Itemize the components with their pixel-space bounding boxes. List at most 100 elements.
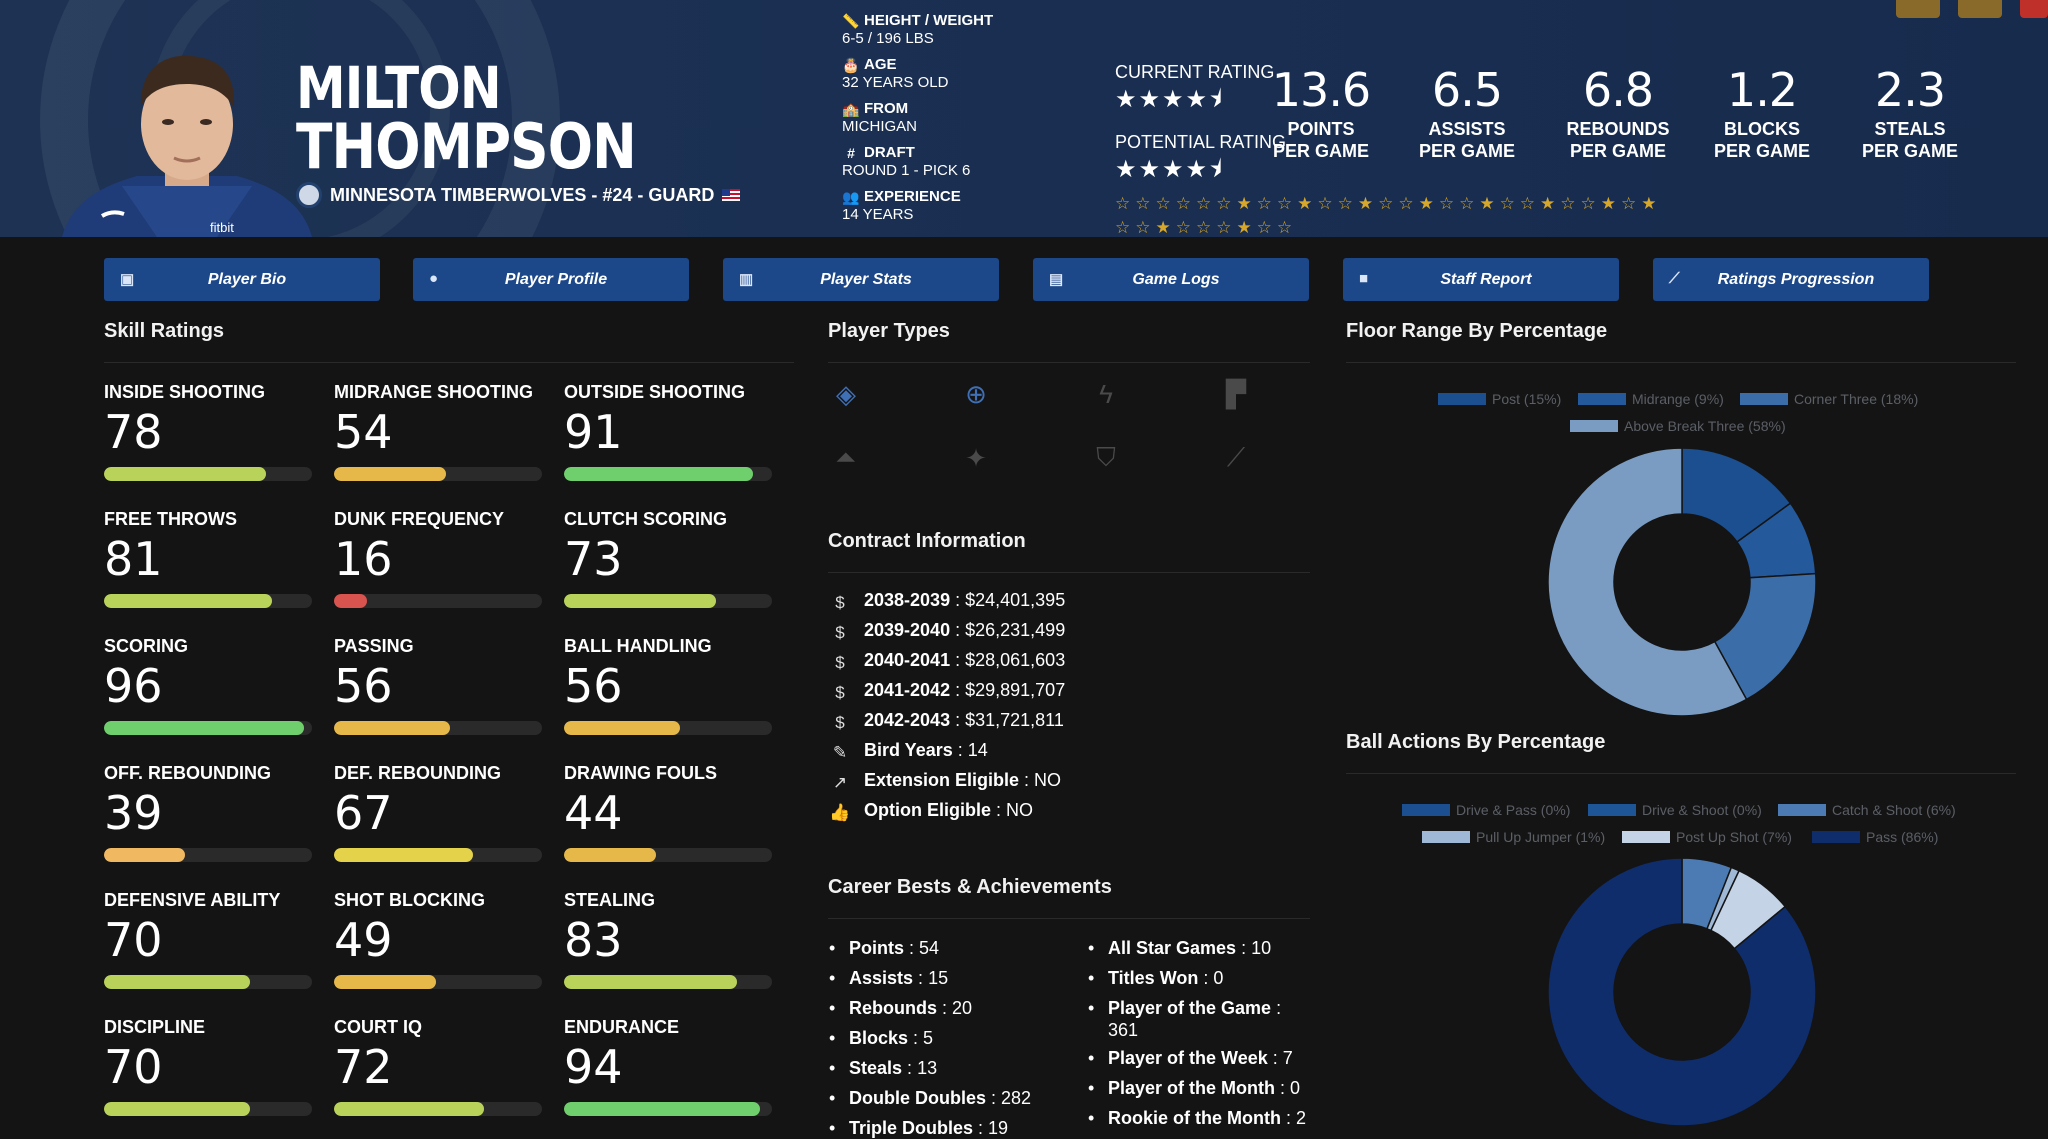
contract-row: 👍 Option Eligible : NO xyxy=(828,800,1033,822)
nav-player-bio-button[interactable]: ▣ Player Bio xyxy=(104,258,380,301)
contract-text: 2042-2043 : $31,721,811 xyxy=(864,710,1064,731)
skill-bar-track xyxy=(104,594,312,608)
nav-ratings-progression-button[interactable]: ⟋ Ratings Progression xyxy=(1653,258,1929,301)
legend-swatch xyxy=(1622,831,1670,843)
bio-label-row: 🏫 FROM xyxy=(842,100,917,118)
legend-label: Midrange (9%) xyxy=(1632,391,1724,407)
bio-item-draft: # DRAFT ROUND 1 - PICK 6 xyxy=(842,144,970,180)
stat-steals: 2.3 STEALS PER GAME xyxy=(1835,62,1985,162)
legend-item[interactable]: Midrange (9%) xyxy=(1578,391,1724,407)
achievement-value: 15 xyxy=(928,968,949,988)
line-chart-icon: ⟋ xyxy=(1669,270,1680,287)
contract-label: 2040-2041 xyxy=(864,650,951,670)
lightning-icon[interactable]: ϟ xyxy=(1099,378,1113,409)
contract-separator: : xyxy=(950,710,966,730)
achievement-separator: : xyxy=(904,938,920,958)
skill-bar-fill xyxy=(104,721,304,735)
external-link-icon: ↗ xyxy=(832,772,848,792)
magic-wand-icon[interactable]: ✦ xyxy=(965,442,987,473)
stat-value: 13.6 xyxy=(1271,63,1371,117)
bio-value: MICHIGAN xyxy=(842,118,917,135)
jersey-sponsor: fitbit xyxy=(210,220,234,235)
nav-player-stats-button[interactable]: ▥ Player Stats xyxy=(723,258,999,301)
paint-roller-icon[interactable]: ▛ xyxy=(1226,378,1246,409)
legend-item[interactable]: Catch & Shoot (6%) xyxy=(1778,802,1956,818)
feather-icon: ✎ xyxy=(832,742,848,762)
player-header: fitbit MILTON THOMPSON MINNESOTA TIMBERW… xyxy=(0,0,2048,237)
ball-actions-donut xyxy=(1547,857,1817,1127)
achievement-item: All Star Games : 10 xyxy=(1088,937,1328,959)
potential-rating-stars: ★★★★⯨ xyxy=(1115,156,1224,183)
basket-icon[interactable]: ◈ xyxy=(836,378,856,409)
next-player-button[interactable] xyxy=(1958,0,2002,18)
shield-icon[interactable]: ⛉ xyxy=(1096,442,1116,472)
money-icon: $ xyxy=(835,592,845,612)
hash-icon: # xyxy=(847,145,855,161)
skill-name: OFF. REBOUNDING xyxy=(104,763,272,783)
team-line: MINNESOTA TIMBERWOLVES - #24 - GUARD xyxy=(296,182,741,208)
legend-label: Pass (86%) xyxy=(1866,829,1939,845)
skill-name: DUNK FREQUENCY xyxy=(334,509,505,529)
potential-rating-label: POTENTIAL RATING xyxy=(1115,132,1287,152)
skill-bar-fill xyxy=(104,1102,250,1116)
stat-value: 1.2 xyxy=(1726,63,1798,117)
legend-item[interactable]: Above Break Three (58%) xyxy=(1570,418,1786,434)
bio-label-row: 👥 EXPERIENCE xyxy=(842,188,960,206)
legend-label: Corner Three (18%) xyxy=(1794,391,1919,407)
contract-row: ✎ Bird Years : 14 xyxy=(828,740,988,762)
stat-label: POINTS xyxy=(1287,119,1355,139)
ball-actions-title: Ball Actions By Percentage xyxy=(1346,731,1606,753)
badge-row-1: ☆☆☆☆☆☆★☆☆★☆☆★☆☆★☆☆★☆☆★☆☆★☆★ xyxy=(1115,194,1662,213)
close-button[interactable] xyxy=(2020,0,2048,18)
contract-text: Bird Years : 14 xyxy=(864,740,988,761)
achievement-item: Blocks : 5 xyxy=(829,1027,1069,1049)
skill-shot-blocking: SHOT BLOCKING 49 xyxy=(334,889,544,989)
crosshair-icon[interactable]: ⊕ xyxy=(965,378,987,409)
achievement-item: Rookie of the Month : 2 xyxy=(1088,1107,1328,1129)
skill-name: DISCIPLINE xyxy=(104,1017,206,1037)
achievement-label: Player of the Month xyxy=(1108,1078,1276,1098)
legend-item[interactable]: Post Up Shot (7%) xyxy=(1622,829,1792,845)
legend-item[interactable]: Pass (86%) xyxy=(1812,829,1938,845)
achievement-item: Rebounds : 20 xyxy=(829,997,1069,1019)
divider xyxy=(1346,773,2016,774)
stat-label: ASSISTS xyxy=(1428,119,1506,139)
achievement-value: 20 xyxy=(952,998,973,1018)
profile-icon: ● xyxy=(429,270,439,287)
legend-item[interactable]: Drive & Pass (0%) xyxy=(1402,802,1570,818)
nav-game-logs-button[interactable]: ▤ Game Logs xyxy=(1033,258,1309,301)
achievement-label: Player of the Game xyxy=(1108,998,1272,1018)
skill-name: DEF. REBOUNDING xyxy=(334,763,502,783)
skill-bar-fill xyxy=(334,721,451,735)
nav-staff-report-button[interactable]: ■ Staff Report xyxy=(1343,258,1619,301)
current-rating-label: CURRENT RATING xyxy=(1115,62,1275,82)
prev-player-button[interactable] xyxy=(1896,0,1940,18)
skill-bar-track xyxy=(564,1102,772,1116)
achievement-separator: : xyxy=(1198,968,1214,988)
flask-icon[interactable]: ⏶ xyxy=(835,442,857,472)
skill-bar-track xyxy=(334,975,542,989)
legend-item[interactable]: Corner Three (18%) xyxy=(1740,391,1918,407)
skill-dunk-frequency: DUNK FREQUENCY 16 xyxy=(334,508,544,608)
skill-drawing-fouls: DRAWING FOULS 44 xyxy=(564,762,774,862)
contract-label: 2039-2040 xyxy=(864,620,951,640)
id-card-icon: ▣ xyxy=(120,271,135,288)
bio-label: FROM xyxy=(864,100,909,117)
broom-icon[interactable]: ⟋ xyxy=(1226,442,1246,472)
legend-item[interactable]: Drive & Shoot (0%) xyxy=(1588,802,1762,818)
nav-player-profile-button[interactable]: ● Player Profile xyxy=(413,258,689,301)
legend-item[interactable]: Pull Up Jumper (1%) xyxy=(1422,829,1605,845)
skill-bar-track xyxy=(564,721,772,735)
stat-sublabel: PER GAME xyxy=(1272,141,1369,161)
achievements-title: Career Bests & Achievements xyxy=(828,876,1112,898)
contract-title: Contract Information xyxy=(828,530,1026,552)
achievement-value: 0 xyxy=(1213,968,1224,988)
legend-item[interactable]: Post (15%) xyxy=(1438,391,1561,407)
achievement-value: 10 xyxy=(1251,938,1272,958)
contract-row: $2041-2042 : $29,891,707 xyxy=(828,680,1065,702)
legend-swatch xyxy=(1422,831,1470,843)
skill-bar-track xyxy=(334,594,542,608)
team-logo-icon xyxy=(296,182,322,208)
skill-name: OUTSIDE SHOOTING xyxy=(564,382,746,402)
achievement-separator: : xyxy=(908,1028,924,1048)
